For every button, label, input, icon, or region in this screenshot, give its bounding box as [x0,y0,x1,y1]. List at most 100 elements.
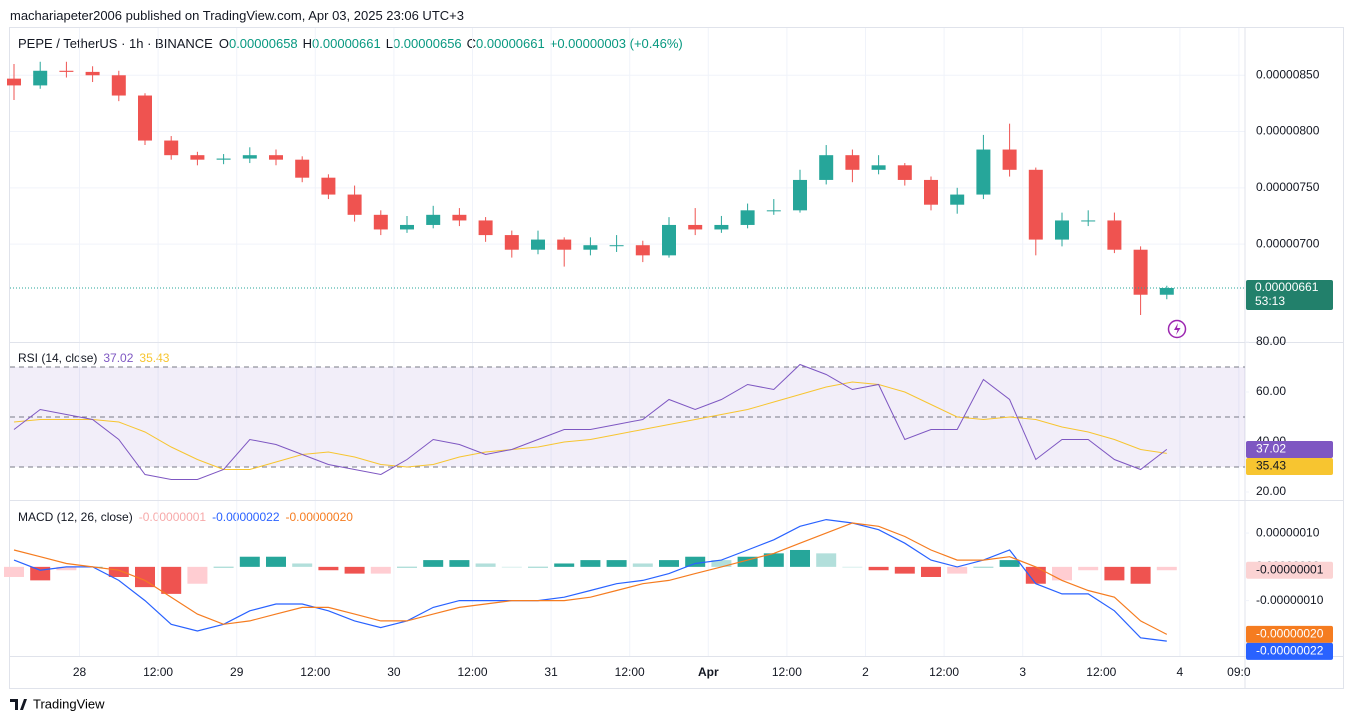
y-tick-label: 0.00000010 [1256,525,1320,539]
ohlc-value: 0.00000658 [228,36,298,51]
x-tick-label: 2 [862,665,869,679]
candle-body [1107,220,1122,250]
y-tick-label: 0.00000800 [1256,124,1320,138]
candle-body [531,239,545,250]
histogram-bar [790,549,810,567]
ohlc-value: 0.00000661 [312,36,381,51]
histogram-bar [56,566,77,571]
histogram-bar [266,556,286,567]
histogram-bar [1104,566,1125,581]
histogram-bar [632,563,653,567]
candle-body [950,194,965,205]
histogram-bar [606,560,627,567]
rsi-band [10,367,1245,467]
x-tick-label: Apr [698,665,719,679]
candle-body [766,210,781,212]
brand-logo [10,699,27,710]
histogram-bar [816,553,837,567]
axis-badge: -0.00000022 [1256,644,1324,658]
candle-body [1081,220,1096,222]
candle-body [478,220,493,236]
histogram-bar [4,566,24,577]
histogram-bar [475,563,496,567]
candle-body [583,245,598,250]
candle-body [635,245,650,256]
histogram-bar [1025,566,1046,584]
bolt-icon [1167,319,1187,339]
line-series [13,518,1167,642]
histogram-bar [973,566,994,568]
histogram-bar [947,566,968,574]
indicator-title: MACD (12, 26, close) [18,510,133,524]
candle-body [111,75,126,96]
candle-body [216,158,231,160]
frame [9,27,1344,689]
histogram-bar [685,556,706,567]
candle-body [871,165,886,170]
legend-value: 35.43 [139,351,170,365]
histogram-bar [449,560,470,567]
histogram-bar [501,566,522,568]
x-tick-label: 4 [1177,665,1184,679]
candle-body [557,239,572,250]
legend-value: 37.02 [103,351,134,365]
legend-value: -0.00000020 [285,510,353,524]
line-series [13,363,1168,480]
last-price-badge [1246,279,1333,310]
histogram-bar [318,566,339,571]
candle-body [1159,287,1174,295]
histogram-bar [239,556,260,567]
histogram-bar [921,566,941,577]
y-tick-label: 0.00000850 [1256,67,1320,81]
histogram-bar [580,560,601,567]
legend-value: -0.00000001 [138,510,207,524]
rsi-legend: RSI (14, close) 37.02 35.43 [18,351,175,365]
last-price-label: 0.00000661 [1255,280,1319,294]
candle-body [609,245,624,247]
indicator-title: RSI (14, close) [18,351,98,365]
legend-value: -0.00000022 [212,510,280,524]
axis-badge: 37.02 [1256,442,1286,456]
axis-badge: -0.00000020 [1256,627,1324,641]
histogram-bar [30,566,51,581]
candle-body [269,155,283,160]
y-tick-label: 60.00 [1256,384,1286,398]
y-tick-label: 0.00000750 [1256,180,1320,194]
candle-body [845,155,860,170]
x-tick-label: 12:00 [929,665,959,679]
axis-badge-bg [1246,642,1333,660]
candle-body [662,224,676,256]
ohlc-key: L [385,36,393,51]
x-tick-label: 31 [544,665,558,679]
ohlc-value: 0.00000656 [392,36,462,51]
histogram-bar [108,566,129,577]
histogram-bar [554,563,575,567]
histogram-bar [711,560,732,567]
histogram-bar [763,553,784,567]
candle-body [164,140,179,156]
x-tick-label: 30 [387,665,401,679]
x-tick-label: 12:00 [300,665,330,679]
ohlc-key: O [218,36,229,51]
publisher-line: machariapeter2006 published on TradingVi… [10,8,464,23]
histogram-bar [187,566,208,584]
change: +0.00000003 (+0.46%) [549,36,683,51]
candle-body [347,194,362,215]
ohlc-key: C [466,36,477,51]
histogram-bar [213,566,234,568]
histogram-bar [370,566,391,574]
candle-body [1133,249,1148,295]
histogram-bar [423,560,444,567]
axis-badge: 35.43 [1256,459,1286,473]
axis-badge: -0.00000001 [1256,562,1324,576]
y-tick-label: 20.00 [1256,484,1286,498]
candle-body [740,210,755,225]
candle-body [793,179,807,211]
y-tick-label: -0.00000010 [1256,593,1324,607]
histogram-bar [999,560,1020,567]
candle-body [1002,149,1017,170]
candle-body [1028,169,1043,240]
x-tick-label: 12:00 [1086,665,1116,679]
axis-badge-bg [1246,457,1333,475]
axis-badge-bg [1246,625,1333,643]
